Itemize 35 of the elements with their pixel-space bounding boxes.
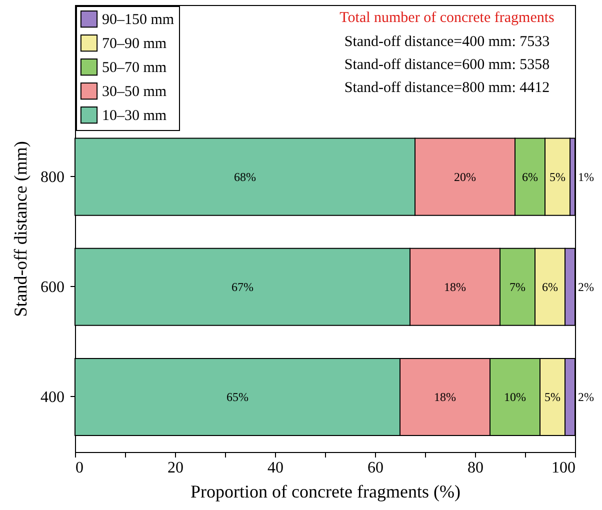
x-tick-label: 20	[168, 460, 184, 476]
legend-label: 90–150 mm	[102, 12, 174, 28]
data-label: 18%	[434, 390, 456, 404]
data-label: 68%	[234, 170, 256, 184]
data-label: 5%	[544, 390, 560, 404]
data-label: 20%	[454, 170, 476, 184]
y-tick-label: 800	[40, 168, 64, 186]
data-label: 6%	[522, 170, 538, 184]
data-label: 67%	[232, 280, 254, 294]
text: Stand-off distance=400 mm: 7533	[344, 34, 550, 50]
data-label: 7%	[510, 280, 526, 294]
x-tick-label: 0	[76, 460, 84, 476]
data-label: 10%	[504, 390, 526, 404]
x-tick-label: 40	[268, 460, 284, 476]
legend-label: 10–30 mm	[102, 108, 167, 124]
text: Stand-off distance=600 mm: 5358	[344, 57, 550, 73]
x-tick-label: 80	[468, 460, 484, 476]
legend-label: 70–90 mm	[102, 36, 167, 52]
data-label: 6%	[542, 280, 558, 294]
text: Stand-off distance=800 mm: 4412	[344, 80, 550, 96]
x-tick-label: 60	[368, 460, 384, 476]
y-tick-label: 600	[40, 278, 64, 296]
y-tick-label: 400	[40, 388, 64, 406]
legend-label: 50–70 mm	[102, 60, 167, 76]
data-label: 1%	[578, 170, 594, 184]
y-axis-title: Stand-off distance (mm)	[10, 141, 30, 317]
legend-label: 30–50 mm	[102, 84, 167, 100]
text: Total number of concrete fragments	[340, 10, 555, 26]
data-label: 65%	[226, 390, 248, 404]
data-label: 2%	[578, 390, 594, 404]
x-tick-label: 100	[552, 460, 576, 476]
data-label: 5%	[550, 170, 566, 184]
x-axis-title: Proportion of concrete fragments (%)	[190, 482, 460, 502]
data-label: 2%	[578, 280, 594, 294]
data-label: 18%	[444, 280, 466, 294]
